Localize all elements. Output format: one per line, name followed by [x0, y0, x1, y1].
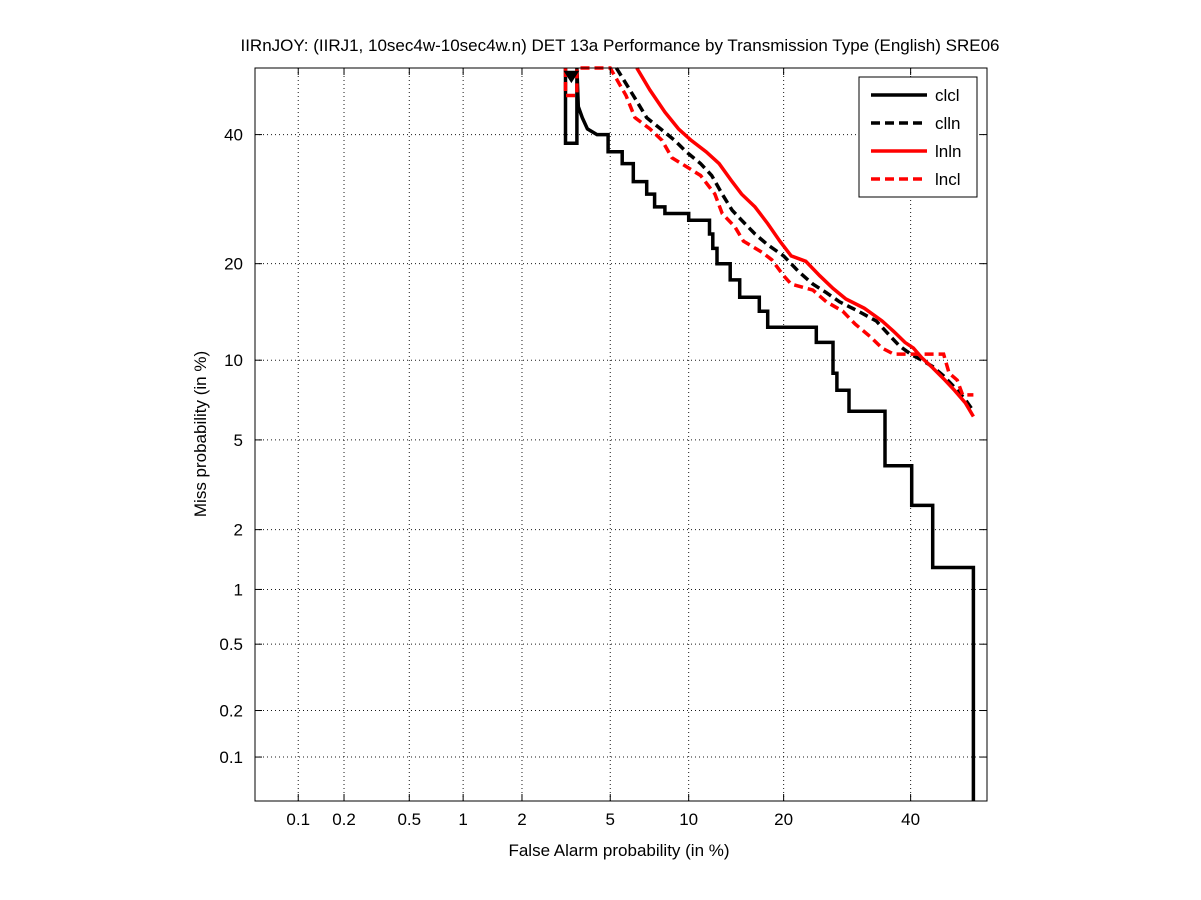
- x-tick-label: 1: [458, 810, 467, 829]
- x-tick-label: 0.5: [397, 810, 421, 829]
- series-line-clcl: [563, 67, 976, 801]
- y-tick-label: 10: [224, 351, 243, 370]
- series-line-lncl: [563, 66, 974, 397]
- x-tick-label: 5: [606, 810, 615, 829]
- min-dcf-marker: [563, 70, 580, 84]
- x-axis-label: False Alarm probability (in %): [508, 841, 729, 860]
- legend-label-clln: clln: [935, 114, 961, 133]
- legend-label-lnln: lnln: [935, 142, 961, 161]
- ticks: 0.1 0.2 0.5 1 2 5 10 20 40 0.1 0.2 0.5 1 2 5 10 20 40: [219, 68, 987, 829]
- x-tick-label: 0.2: [332, 810, 356, 829]
- legend-box: [858, 76, 978, 198]
- legend-label-lncl: lncl: [935, 170, 961, 189]
- series-line-lnln: [635, 67, 975, 418]
- y-tick-label: 20: [224, 255, 243, 274]
- y-axis-label: Miss probability (in %): [191, 351, 210, 517]
- legend: clcl clln lnln lncl: [858, 76, 978, 198]
- y-tick-label: 0.1: [219, 748, 243, 767]
- x-tick-label: 40: [901, 810, 920, 829]
- chart-title: IIRnJOY: (IIRJ1, 10sec4w-10sec4w.n) DET …: [240, 36, 999, 55]
- x-tick-label: 0.1: [286, 810, 310, 829]
- legend-label-clcl: clcl: [935, 86, 960, 105]
- series-layer: [563, 66, 976, 801]
- x-tick-label: 20: [774, 810, 793, 829]
- y-tick-label: 2: [234, 521, 243, 540]
- plot-frame: [254, 67, 988, 802]
- y-tick-label: 1: [234, 580, 243, 599]
- series-line-clln: [614, 67, 975, 413]
- y-tick-label: 0.2: [219, 702, 243, 721]
- x-tick-label: 2: [517, 810, 526, 829]
- y-tick-label: 5: [234, 431, 243, 450]
- x-tick-label: 10: [679, 810, 698, 829]
- y-tick-label: 0.5: [219, 635, 243, 654]
- y-tick-label: 40: [224, 126, 243, 145]
